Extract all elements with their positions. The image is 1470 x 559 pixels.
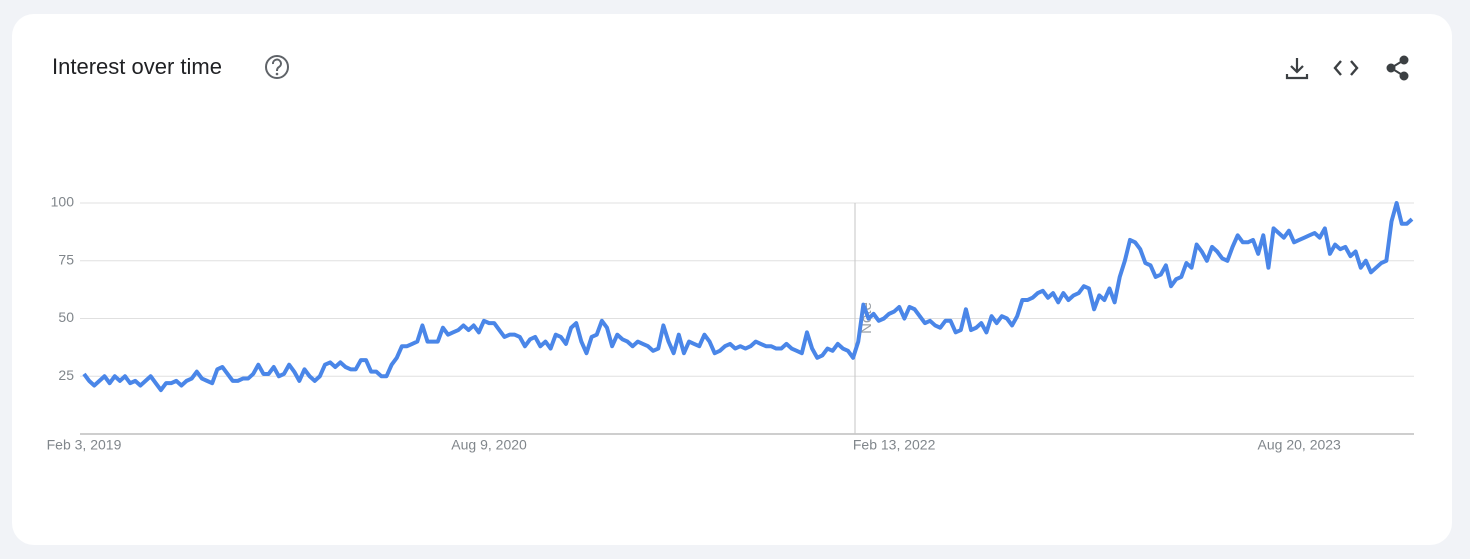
embed-icon[interactable] [1333, 60, 1359, 76]
download-icon[interactable] [1285, 58, 1309, 80]
y-tick-label: 50 [58, 309, 74, 325]
y-tick-label: 25 [58, 367, 74, 383]
x-tick-label: Feb 13, 2022 [853, 437, 936, 453]
y-tick-label: 100 [51, 194, 75, 210]
title: Interest over time [52, 54, 222, 79]
x-tick-label: Aug 20, 2023 [1258, 437, 1342, 453]
x-tick-label: Feb 3, 2019 [47, 437, 122, 453]
y-tick-label: 75 [58, 251, 74, 267]
help-icon[interactable] [265, 55, 289, 79]
x-tick-label: Aug 9, 2020 [451, 437, 527, 453]
trend-line [82, 201, 1414, 393]
card [12, 14, 1452, 545]
share-icon[interactable] [1386, 55, 1409, 81]
